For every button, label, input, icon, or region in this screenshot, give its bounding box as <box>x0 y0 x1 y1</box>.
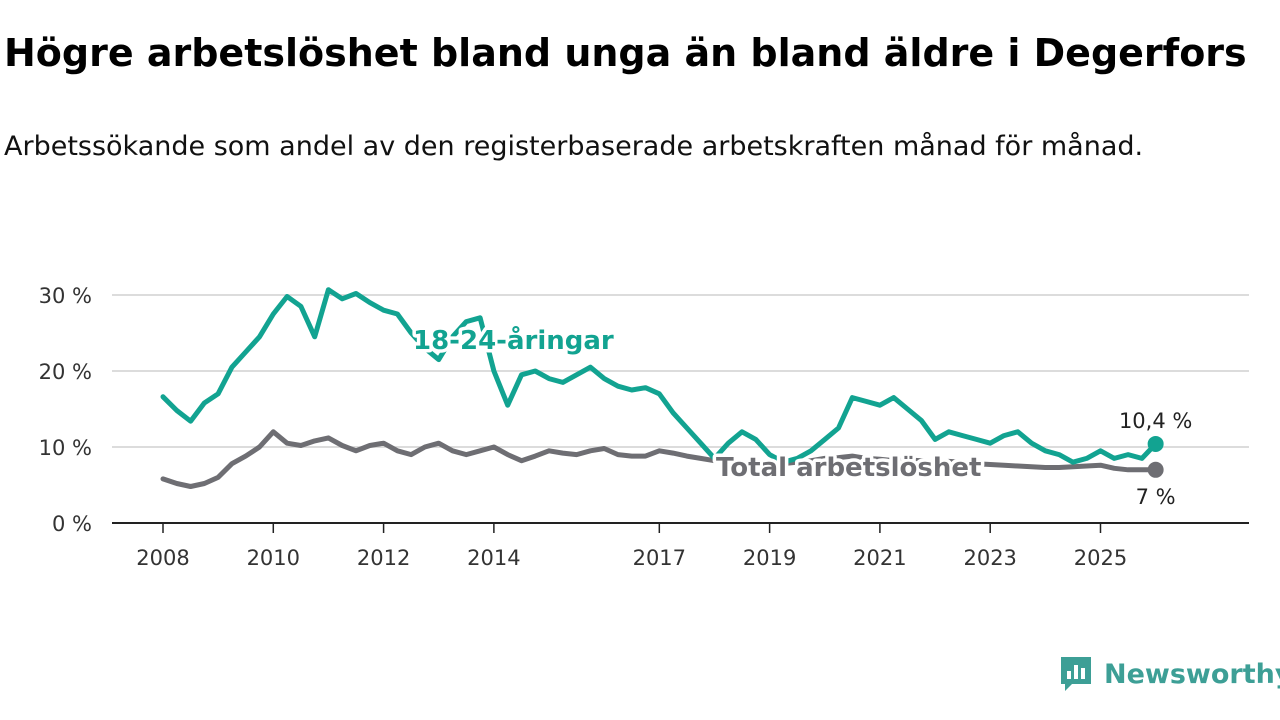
y-tick-label: 10 % <box>39 436 92 460</box>
x-axis-ticks: 2008 2010 2012 2014 2017 2019 2021 2023 2025 <box>136 523 1127 570</box>
x-tick-label: 2025 <box>1074 546 1127 570</box>
series-line-total <box>160 429 1159 489</box>
series-lines <box>160 287 1164 489</box>
x-tick-label: 2017 <box>633 546 686 570</box>
x-tick-label: 2019 <box>743 546 796 570</box>
end-label-total: 7 % <box>1136 485 1176 509</box>
x-tick-label: 2010 <box>247 546 300 570</box>
series-label-youth: 18-24-åringar <box>413 324 614 356</box>
series-label-total: Total arbetslöshet <box>716 453 981 483</box>
end-label-youth: 10,4 % <box>1119 409 1192 433</box>
end-point-youth <box>1147 435 1164 452</box>
y-tick-label: 30 % <box>39 284 92 308</box>
x-tick-label: 2014 <box>467 546 520 570</box>
newsworthy-logo-icon <box>1061 657 1091 691</box>
x-tick-label: 2021 <box>853 546 906 570</box>
chart-title: Högre arbetslöshet bland unga än bland ä… <box>4 31 1247 75</box>
x-tick-label: 2012 <box>357 546 410 570</box>
newsworthy-brand: Newsworthy <box>1058 652 1280 696</box>
brand-name: Newsworthy <box>1104 658 1280 690</box>
x-tick-label: 2008 <box>136 546 189 570</box>
y-tick-label: 0 % <box>52 512 92 536</box>
series-labels: 18-24-åringar Total arbetslöshet 10,4 % 7 % <box>410 321 1195 512</box>
end-point-total <box>1147 461 1164 478</box>
series-line-youth <box>160 287 1159 465</box>
y-tick-label: 20 % <box>39 360 92 384</box>
x-tick-label: 2023 <box>963 546 1016 570</box>
y-axis-ticks: 0 % 10 % 20 % 30 % <box>39 284 92 536</box>
chart-subtitle: Arbetssökande som andel av den registerb… <box>4 131 1144 162</box>
